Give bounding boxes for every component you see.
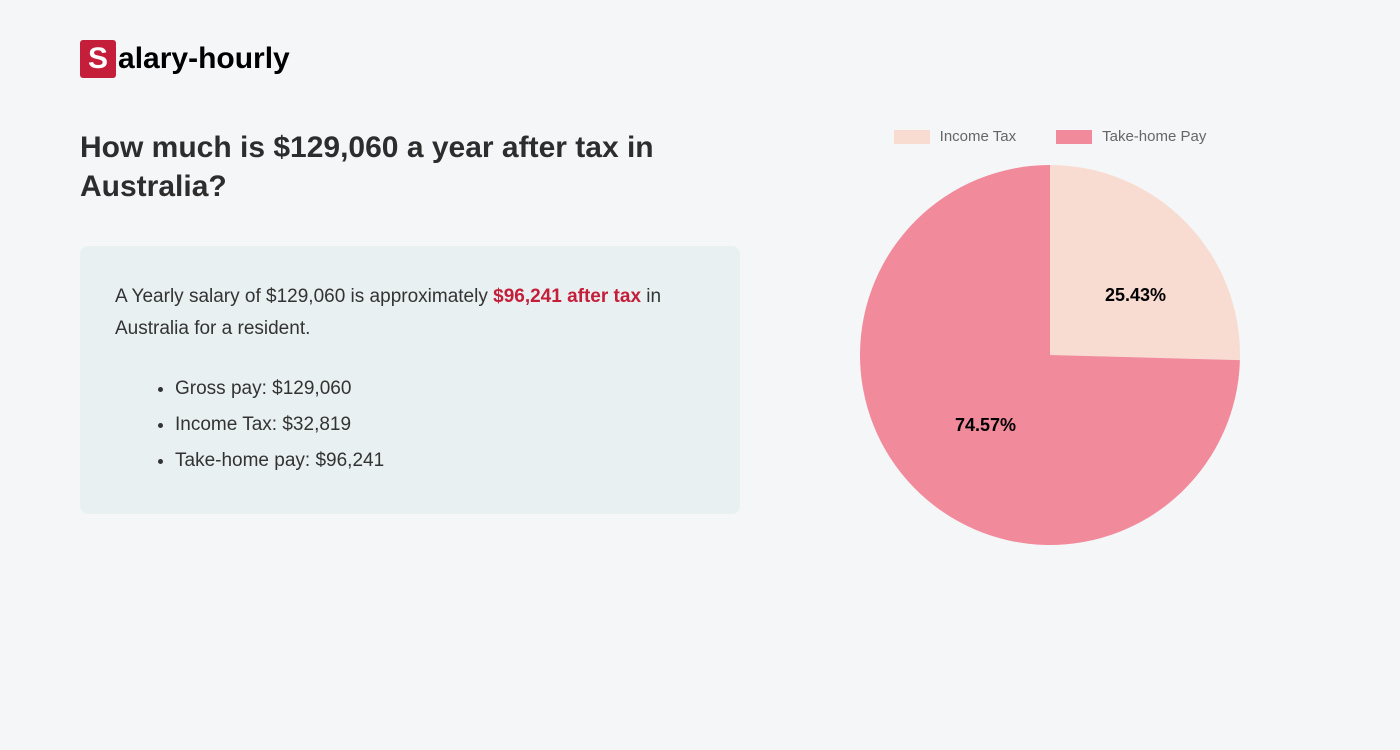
logo-text: alary-hourly: [118, 42, 290, 76]
site-logo: Salary-hourly: [80, 40, 1320, 78]
list-item: Take-home pay: $96,241: [175, 443, 705, 479]
list-item: Income Tax: $32,819: [175, 407, 705, 443]
left-column: How much is $129,060 a year after tax in…: [80, 128, 740, 545]
legend-label: Take-home Pay: [1102, 128, 1206, 145]
list-item: Gross pay: $129,060: [175, 371, 705, 407]
legend-swatch: [894, 130, 930, 144]
content-wrapper: How much is $129,060 a year after tax in…: [80, 128, 1320, 545]
legend-item-take-home: Take-home Pay: [1056, 128, 1206, 145]
chart-legend: Income Tax Take-home Pay: [894, 128, 1207, 145]
pie-chart: 25.43% 74.57%: [860, 165, 1240, 545]
page-title: How much is $129,060 a year after tax in…: [80, 128, 740, 206]
info-summary: A Yearly salary of $129,060 is approxima…: [115, 281, 705, 346]
info-list: Gross pay: $129,060 Income Tax: $32,819 …: [115, 371, 705, 479]
info-box: A Yearly salary of $129,060 is approxima…: [80, 246, 740, 514]
legend-swatch: [1056, 130, 1092, 144]
info-text-before: A Yearly salary of $129,060 is approxima…: [115, 286, 493, 307]
pie-svg: [860, 165, 1240, 545]
logo-badge: S: [80, 40, 116, 78]
legend-item-income-tax: Income Tax: [894, 128, 1016, 145]
right-column: Income Tax Take-home Pay 25.43% 74.57%: [820, 128, 1280, 545]
pie-slice-label: 25.43%: [1105, 285, 1166, 306]
legend-label: Income Tax: [940, 128, 1016, 145]
pie-slice-label: 74.57%: [955, 415, 1016, 436]
info-highlight: $96,241 after tax: [493, 286, 641, 307]
